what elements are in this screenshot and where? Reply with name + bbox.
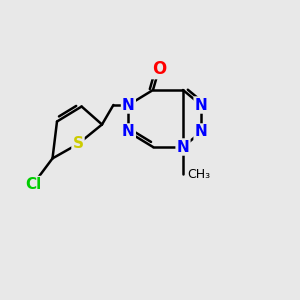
Text: S: S bbox=[73, 136, 83, 152]
Text: N: N bbox=[122, 98, 135, 112]
Text: N: N bbox=[195, 98, 207, 112]
Text: CH₃: CH₃ bbox=[188, 167, 211, 181]
Text: N: N bbox=[122, 124, 135, 140]
Text: N: N bbox=[177, 140, 189, 154]
Text: Cl: Cl bbox=[25, 177, 41, 192]
Text: O: O bbox=[152, 60, 166, 78]
Text: N: N bbox=[195, 124, 207, 140]
